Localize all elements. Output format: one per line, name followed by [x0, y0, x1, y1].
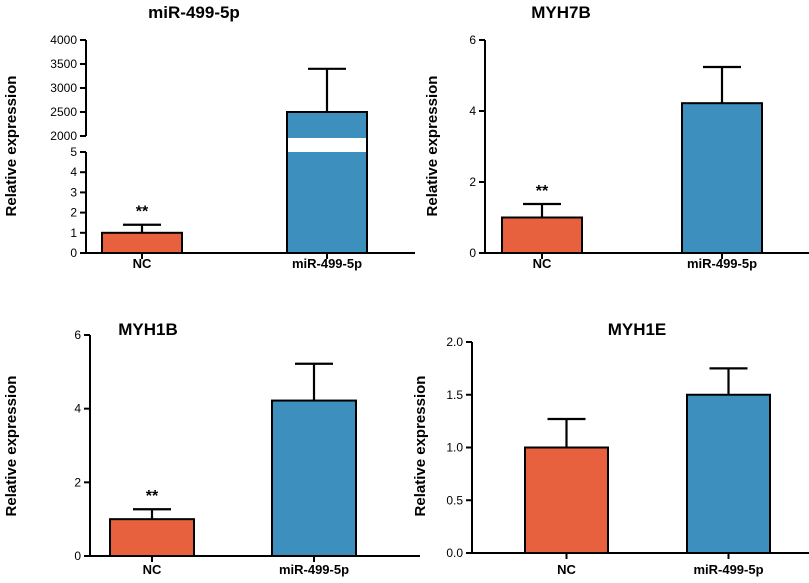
significance-marker: ** [136, 204, 149, 221]
bar-nc [109, 518, 195, 558]
y-axis-label: Relative expression [3, 376, 20, 517]
bar-mir-499-5p [681, 102, 763, 254]
significance-marker: ** [536, 183, 549, 200]
y-tick-label: 0.0 [446, 546, 463, 560]
y-tick-label: 2000 [50, 129, 77, 143]
chart-title: miR-499-5p [148, 3, 240, 22]
y-axis-label: Relative expression [3, 76, 20, 217]
significance-marker: ** [146, 488, 159, 505]
y-tick-label: 3500 [50, 57, 77, 71]
x-tick-label: NC [133, 256, 152, 271]
x-tick-label: miR-499-5p [292, 256, 362, 271]
x-tick-label: NC [533, 256, 552, 271]
x-tick-label: miR-499-5p [687, 256, 757, 271]
chart-panel-3: MYH1B Relative expression 0 2 4 6 ** NC miR-499-… [3, 320, 420, 577]
y-tick-label: 2500 [50, 105, 77, 119]
y-axis-label: Relative expression [424, 76, 441, 217]
y-tick-label: 3000 [50, 81, 77, 95]
bar-nc [501, 216, 583, 254]
chart-panel-4: MYH1E Relative expression 0.0 0.5 1.0 1.5 2.0 N… [412, 320, 809, 577]
y-tick-label: 2 [469, 175, 476, 189]
y-tick-label: 4 [70, 165, 77, 179]
y-tick-label: 6 [469, 33, 476, 47]
y-tick-label: 1.0 [446, 441, 463, 455]
y-tick-label: 4 [469, 104, 476, 118]
y-tick-label: 1 [70, 226, 77, 240]
bar-mir-499-5p [286, 111, 368, 254]
y-tick-label: 0.5 [446, 493, 463, 507]
y-tick-label: 2.0 [446, 335, 463, 349]
y-tick-label: 6 [74, 328, 81, 342]
y-tick-label: 2 [74, 475, 81, 489]
bar-nc [101, 231, 183, 255]
y-tick-label: 1.5 [446, 388, 463, 402]
x-tick-label: NC [143, 562, 162, 577]
chart-title: MYH1E [608, 320, 667, 339]
axis-break-gap [285, 138, 369, 152]
y-tick-label: 0 [70, 246, 77, 260]
bar-mir-499-5p [686, 393, 771, 554]
y-axis-label: Relative expression [412, 376, 429, 517]
y-tick-label: 2 [70, 206, 77, 220]
y-tick-label: 0 [469, 246, 476, 260]
bar-mir-499-5p [271, 399, 357, 557]
chart-title: MYH7B [531, 3, 591, 22]
y-tick-label: 4 [74, 402, 81, 416]
chart-panel-1: miR-499-5p Relative expression 0 1 2 3 4 5 2000 2… [3, 3, 415, 271]
chart-panel-2: MYH7B Relative expression 0 2 4 6 ** NC miR-499-… [424, 3, 809, 271]
chart-title: MYH1B [118, 320, 178, 339]
x-tick-label: NC [557, 562, 576, 577]
x-tick-label: miR-499-5p [279, 562, 349, 577]
x-tick-label: miR-499-5p [693, 562, 763, 577]
y-tick-label: 4000 [50, 33, 77, 47]
bar-nc [524, 446, 609, 554]
y-tick-label: 0 [74, 549, 81, 563]
y-tick-label: 5 [70, 145, 77, 159]
y-tick-label: 3 [70, 185, 77, 199]
